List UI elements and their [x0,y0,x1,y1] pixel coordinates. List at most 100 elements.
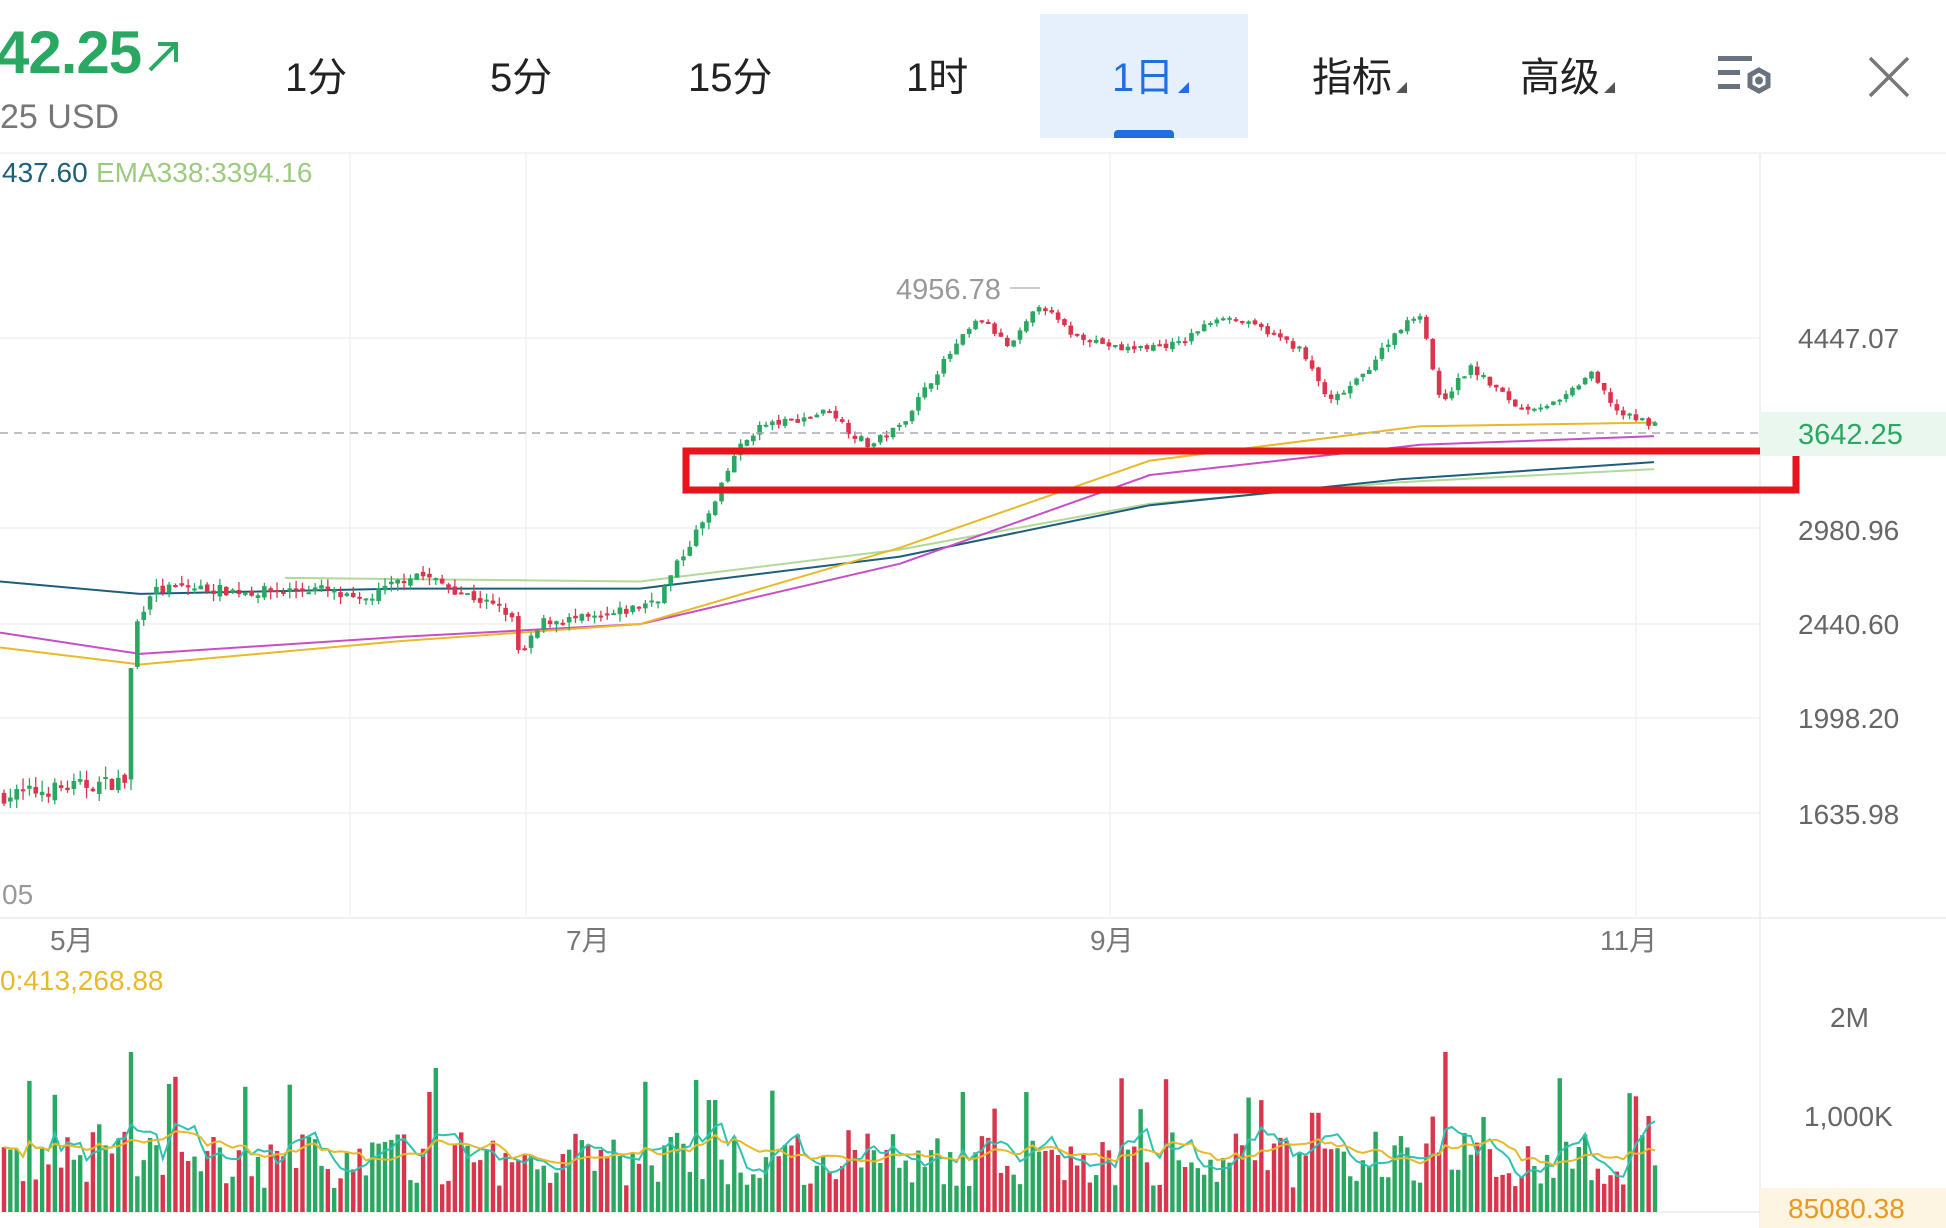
candle-body [947,353,953,359]
candle-body [1055,312,1061,320]
candle-body [808,416,813,419]
volume-bar [859,1167,864,1212]
candle-body [109,778,115,791]
candle-body [560,622,566,625]
candle-body [14,789,19,800]
volume-bar [287,1084,292,1212]
candle-body [852,435,858,439]
volume-bar [954,1185,959,1212]
dropdown-triangle-icon [1604,82,1615,93]
volume-bar [668,1136,673,1212]
tab-indicators[interactable]: 指标 [1312,48,1407,108]
candle-body [1354,378,1359,385]
candle-body [700,522,705,529]
candle-body [1081,334,1086,340]
volume-bar [801,1184,807,1212]
volume-bar [1392,1145,1397,1212]
volume-bar [827,1172,832,1212]
candle-body [389,581,394,585]
candle-body [579,614,585,621]
volume-bar [1252,1160,1258,1212]
candle-body [1106,342,1112,347]
settings-gear-icon[interactable] [1716,52,1776,104]
volume-bar [78,1155,83,1212]
volume-bar [643,1081,648,1212]
candle-body [1125,346,1131,351]
volume-bar [1538,1183,1543,1212]
moving-average-lines [0,421,1655,666]
volume-bar [757,1177,762,1212]
tab-1hour[interactable]: 1时 [906,56,969,100]
volume-bar [293,1167,299,1212]
candle-body [1068,325,1074,335]
volume-bar [1430,1116,1435,1212]
candle-body [1024,321,1029,332]
ema-left-value: 437.60 [2,157,88,188]
volume-bar [141,1160,146,1212]
tab-5min[interactable]: 5分 [490,56,553,100]
candle-body [668,575,674,585]
current-price: 42.25 [0,19,142,86]
candle-body [338,592,343,597]
candle-body [160,585,166,593]
tab-1min[interactable]: 1分 [285,56,348,100]
volume-bar [922,1167,927,1212]
candle-body [477,598,483,603]
candle-body [71,781,77,790]
candle-body [262,586,267,598]
candle-body [1462,376,1467,379]
candle-body [96,781,102,794]
candle-body [420,571,426,577]
candle-body [141,611,146,620]
volume-ma-lines [3,1120,1656,1180]
volume-bar [655,1181,661,1212]
candle-body [154,586,159,595]
volume-bar [1544,1154,1550,1212]
volume-bar [897,1167,902,1212]
x-axis-label: 11月 [1600,925,1657,956]
volume-bar [1068,1146,1073,1212]
candle-body [649,600,654,603]
volume-bar [903,1160,908,1212]
candle-body [103,777,108,780]
candle-body [1608,392,1613,403]
high-marker-label: 4956.78 [896,274,1001,306]
volume-bar [1398,1136,1404,1212]
candle-body [1176,341,1182,344]
volume-bar [459,1132,464,1212]
candle-body [630,605,635,613]
volume-bar [46,1164,51,1212]
candle-body [230,589,235,593]
candle-body [363,598,369,601]
volume-bar [973,1152,978,1212]
volume-bar [312,1139,318,1212]
tab-1day[interactable]: 1日 [1112,48,1190,108]
volume-bar [522,1153,527,1212]
volume-bar [687,1171,692,1212]
candle-body [706,513,712,523]
candle-body [1532,408,1537,411]
volume-bar [611,1139,616,1212]
volume-bar [1132,1146,1137,1212]
candle-body [243,592,248,595]
volume-bar [998,1172,1004,1212]
tab-15min[interactable]: 15分 [688,56,773,100]
tab-advanced[interactable]: 高级 [1520,48,1615,108]
volume-bar [1062,1180,1067,1212]
candle-body [287,588,293,592]
candle-body [820,409,826,414]
volume-bar [1049,1149,1054,1212]
volume-bar [1525,1146,1531,1212]
volume-bar [890,1134,896,1212]
candle-body [1252,320,1258,325]
volume-bar [700,1179,705,1212]
volume-bar [452,1144,458,1212]
candle-body [509,613,515,618]
volume-bar [65,1137,70,1212]
volume-bar [249,1176,254,1212]
volume-bar [541,1165,546,1212]
candle-body [1360,373,1366,377]
close-icon[interactable] [1866,54,1912,100]
candle-body [255,595,261,598]
